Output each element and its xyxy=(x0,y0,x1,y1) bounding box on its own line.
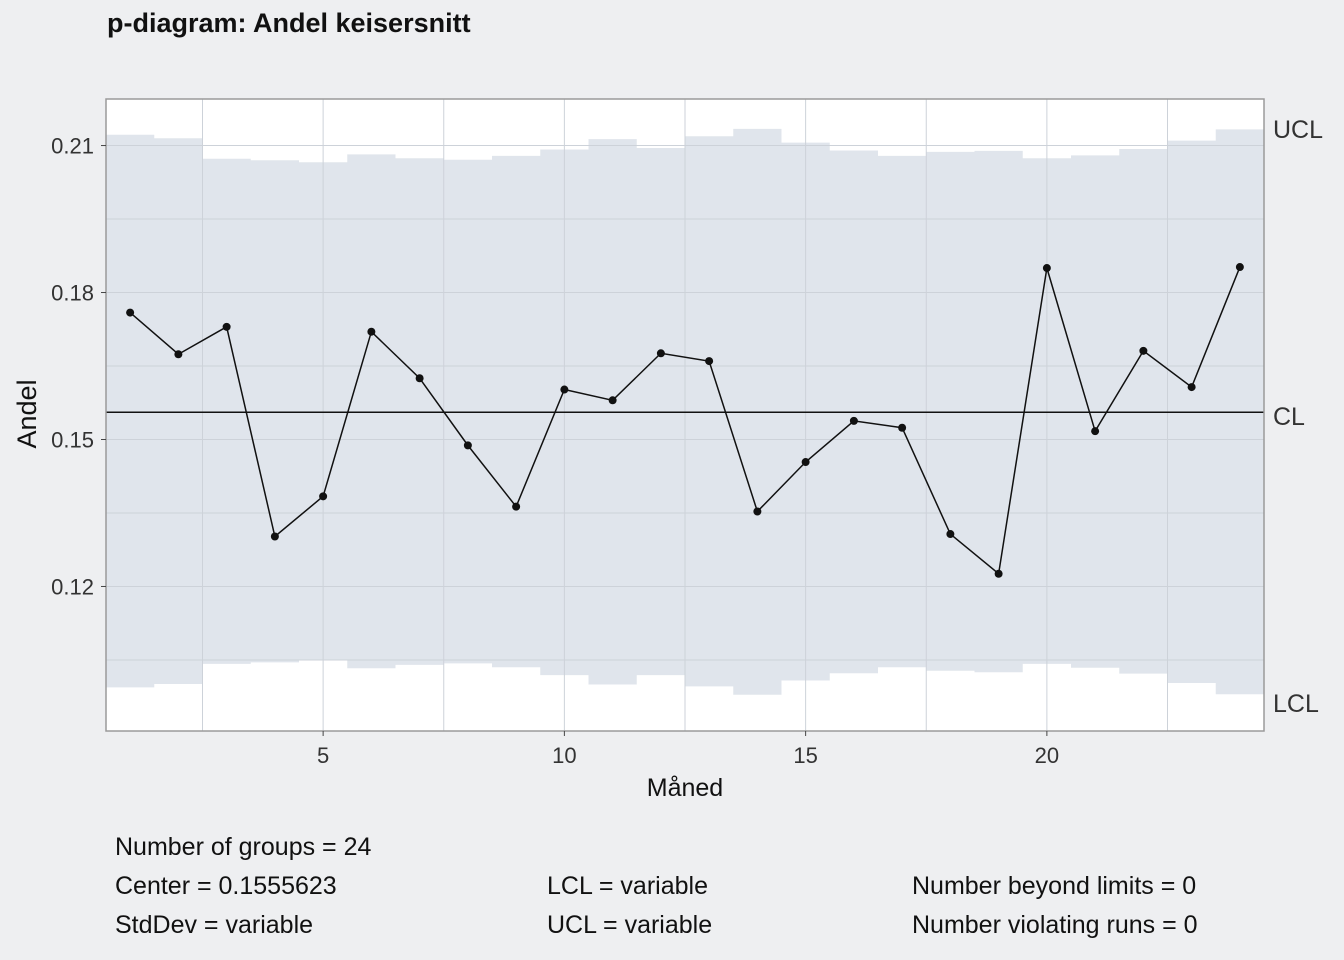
data-series xyxy=(126,263,1244,578)
data-point xyxy=(1091,427,1100,436)
ucl-line-label: UCL xyxy=(1273,116,1323,144)
stat-lcl: LCL = variable xyxy=(547,872,708,900)
stat-violating-runs: Number violating runs = 0 xyxy=(912,911,1198,939)
y-tick-label: 0.15 xyxy=(51,427,94,452)
y-axis-title: Andel xyxy=(12,379,42,448)
data-point xyxy=(994,569,1003,578)
stat-center: Center = 0.1555623 xyxy=(115,872,337,900)
data-point xyxy=(1139,346,1148,355)
data-point xyxy=(415,374,424,383)
data-point xyxy=(463,441,472,450)
data-point xyxy=(1187,383,1196,392)
data-point xyxy=(174,350,183,359)
data-point xyxy=(1235,263,1244,272)
y-tick-label: 0.12 xyxy=(51,574,94,599)
data-point xyxy=(656,349,665,358)
stat-number-of-groups: Number of groups = 24 xyxy=(115,833,372,861)
data-point xyxy=(270,532,279,541)
data-point xyxy=(126,308,135,317)
stat-beyond-limits: Number beyond limits = 0 xyxy=(912,872,1197,900)
cl-line-label: CL xyxy=(1273,403,1305,431)
data-point xyxy=(849,416,858,425)
data-point xyxy=(801,458,810,467)
data-point xyxy=(946,530,955,539)
x-tick-label: 20 xyxy=(1035,743,1059,768)
data-point xyxy=(753,507,762,516)
data-point xyxy=(367,327,376,336)
chart-title: p-diagram: Andel keisersnitt xyxy=(107,8,471,38)
stat-ucl: UCL = variable xyxy=(547,911,713,939)
panel-border xyxy=(105,98,1265,732)
data-point xyxy=(560,385,569,394)
y-tick-label: 0.21 xyxy=(51,134,94,159)
x-axis-title: Måned xyxy=(647,774,723,802)
data-point xyxy=(319,492,328,501)
y-tick-label: 0.18 xyxy=(51,281,94,306)
lcl-line-label: LCL xyxy=(1273,690,1319,718)
data-point xyxy=(608,396,617,405)
data-point xyxy=(705,357,714,366)
data-point xyxy=(1042,264,1051,273)
data-point xyxy=(512,502,521,511)
series-line xyxy=(129,266,1241,576)
x-tick-label: 10 xyxy=(552,743,576,768)
data-point xyxy=(222,322,231,331)
x-tick-label: 15 xyxy=(793,743,817,768)
stat-stddev: StdDev = variable xyxy=(115,911,314,939)
axes: 0.12 0.15 0.18 0.21 5 10 15 20 xyxy=(51,98,1265,768)
grid-lines xyxy=(106,99,1264,731)
data-point xyxy=(898,423,907,432)
x-tick-label: 5 xyxy=(317,743,329,768)
